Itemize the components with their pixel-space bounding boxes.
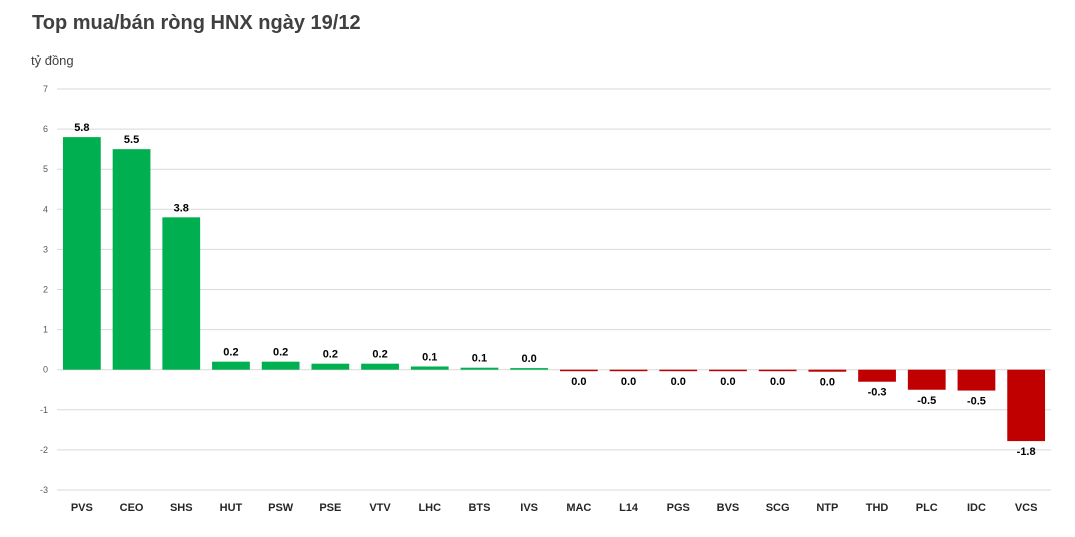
x-tick-label: SHS xyxy=(170,502,193,514)
data-label: 0.0 xyxy=(671,376,686,388)
x-tick-label: BTS xyxy=(468,502,490,514)
bar xyxy=(311,363,350,370)
data-label: -0.3 xyxy=(868,387,887,399)
bar xyxy=(758,369,797,372)
x-tick-label: PGS xyxy=(667,502,690,514)
chart-title: Top mua/bán ròng HNX ngày 19/12 xyxy=(32,12,361,34)
y-tick-label: -2 xyxy=(40,445,48,455)
data-label: 0.2 xyxy=(223,347,238,359)
x-tick-label: BVS xyxy=(717,502,740,514)
y-tick-label: 0 xyxy=(43,365,48,375)
x-tick-label: MAC xyxy=(566,502,591,514)
x-tick-label: VTV xyxy=(369,502,391,514)
bar xyxy=(460,367,499,370)
bar xyxy=(659,369,698,372)
data-label: -0.5 xyxy=(917,395,936,407)
x-tick-label: IDC xyxy=(967,502,986,514)
unit-label: tỷ đồng xyxy=(31,53,74,68)
bar xyxy=(957,369,996,391)
bar xyxy=(410,366,449,370)
data-label: 0.1 xyxy=(472,353,487,365)
bar xyxy=(808,369,847,372)
x-tick-label: PSW xyxy=(268,502,294,514)
y-tick-label: 4 xyxy=(43,204,48,214)
bar xyxy=(858,369,896,382)
x-tick-label: PVS xyxy=(71,502,93,514)
data-label: -0.5 xyxy=(967,396,986,408)
data-label: 5.5 xyxy=(124,134,139,146)
data-label: 0.2 xyxy=(372,349,387,361)
y-tick-label: -3 xyxy=(40,485,48,495)
data-label: 0.0 xyxy=(621,376,636,388)
data-label: 3.8 xyxy=(174,202,189,214)
x-tick-label: CEO xyxy=(120,502,144,514)
x-tick-label: L14 xyxy=(619,502,639,514)
bar xyxy=(212,361,250,370)
x-tick-label: IVS xyxy=(520,502,538,514)
x-tick-label: PSE xyxy=(319,502,341,514)
bar xyxy=(62,137,101,370)
bar xyxy=(361,363,399,370)
data-label: 0.1 xyxy=(422,351,437,363)
y-tick-label: 1 xyxy=(43,325,48,335)
data-label: 0.0 xyxy=(770,376,785,388)
x-tick-label: HUT xyxy=(220,502,243,514)
x-tick-label: VCS xyxy=(1015,502,1038,514)
data-label: -1.8 xyxy=(1017,446,1036,458)
bar xyxy=(609,369,648,372)
bar xyxy=(261,361,300,370)
data-label: 0.0 xyxy=(820,377,835,389)
x-tick-label: NTP xyxy=(816,502,838,514)
data-label: 0.0 xyxy=(522,353,537,365)
bar xyxy=(112,149,151,370)
bar xyxy=(559,369,598,372)
bar xyxy=(907,369,946,390)
x-tick-label: SCG xyxy=(766,502,790,514)
data-label: 0.2 xyxy=(273,347,288,359)
data-label: 0.0 xyxy=(720,376,735,388)
bar xyxy=(162,217,201,370)
bar xyxy=(510,368,549,370)
x-tick-label: LHC xyxy=(418,502,441,514)
data-label: 5.8 xyxy=(74,122,89,134)
x-tick-label: THD xyxy=(866,502,889,514)
y-tick-label: -1 xyxy=(40,405,48,415)
y-tick-label: 6 xyxy=(43,124,48,134)
data-label: 0.0 xyxy=(571,376,586,388)
y-tick-label: 7 xyxy=(43,84,48,94)
bar xyxy=(709,369,747,372)
data-label: 0.2 xyxy=(323,349,338,361)
y-tick-label: 2 xyxy=(43,285,48,295)
y-tick-label: 3 xyxy=(43,244,48,254)
bar xyxy=(1007,369,1046,442)
y-tick-label: 5 xyxy=(43,164,48,174)
x-tick-label: PLC xyxy=(916,502,938,514)
